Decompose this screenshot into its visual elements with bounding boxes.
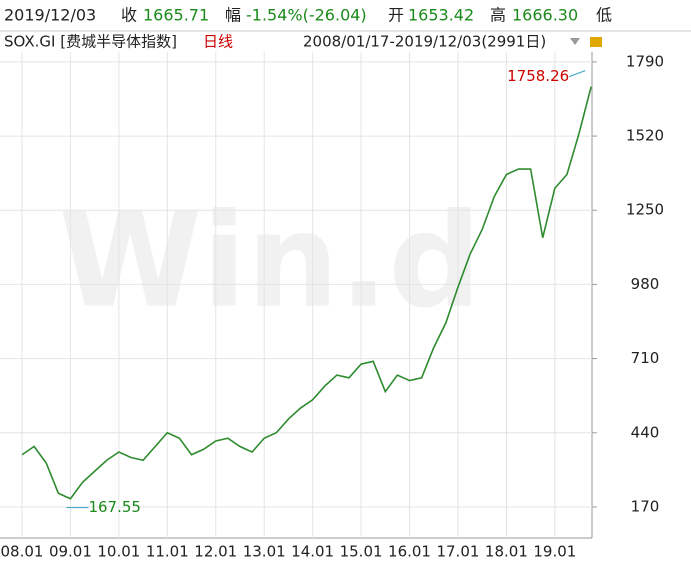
change-label: 幅	[225, 6, 241, 25]
x-tick-label: 08.01	[1, 543, 44, 561]
high-label: 高	[490, 6, 506, 25]
x-tick-label: 14.01	[291, 543, 334, 561]
x-tick-label: 19.01	[533, 543, 576, 561]
x-tick-label: 17.01	[436, 543, 479, 561]
header-date: 2019/12/03	[4, 6, 96, 25]
price-line	[21, 86, 592, 500]
period: 日线	[203, 33, 233, 51]
low-label: 167.55	[88, 498, 141, 516]
x-tick-label: 15.01	[340, 543, 383, 561]
high-label: 1758.26	[507, 67, 569, 85]
high-value: 1666.30	[512, 6, 578, 25]
close-value: 1665.71	[143, 6, 209, 25]
y-tick-label: 1250	[626, 201, 664, 219]
y-tick-label: 980	[631, 275, 660, 293]
high-pointer	[568, 70, 586, 78]
chart-title: SOX.GI [费城半导体指数]	[4, 33, 177, 51]
y-tick-label: 170	[631, 497, 660, 515]
x-tick-label: 16.01	[388, 543, 431, 561]
watermark: Win.d	[59, 185, 482, 337]
change-value: -1.54%(-26.04)	[246, 6, 367, 25]
y-tick-label: 1520	[626, 127, 664, 145]
lock-icon[interactable]	[590, 37, 602, 47]
open-label: 开	[388, 6, 404, 25]
y-tick-label: 1790	[626, 52, 664, 70]
x-tick-label: 10.01	[97, 543, 140, 561]
x-tick-label: 11.01	[146, 543, 189, 561]
x-tick-label: 12.01	[194, 543, 237, 561]
x-tick-label: 09.01	[49, 543, 92, 561]
y-tick-label: 710	[631, 349, 660, 367]
close-label: 收	[121, 6, 137, 25]
x-tick-label: 18.01	[485, 543, 528, 561]
open-value: 1653.42	[408, 6, 474, 25]
y-tick-label: 440	[631, 423, 660, 441]
low-label: 低	[596, 6, 612, 25]
date-range: 2008/01/17-2019/12/03(2991日)	[303, 33, 546, 51]
dropdown-icon[interactable]	[570, 38, 580, 45]
x-tick-label: 13.01	[243, 543, 286, 561]
